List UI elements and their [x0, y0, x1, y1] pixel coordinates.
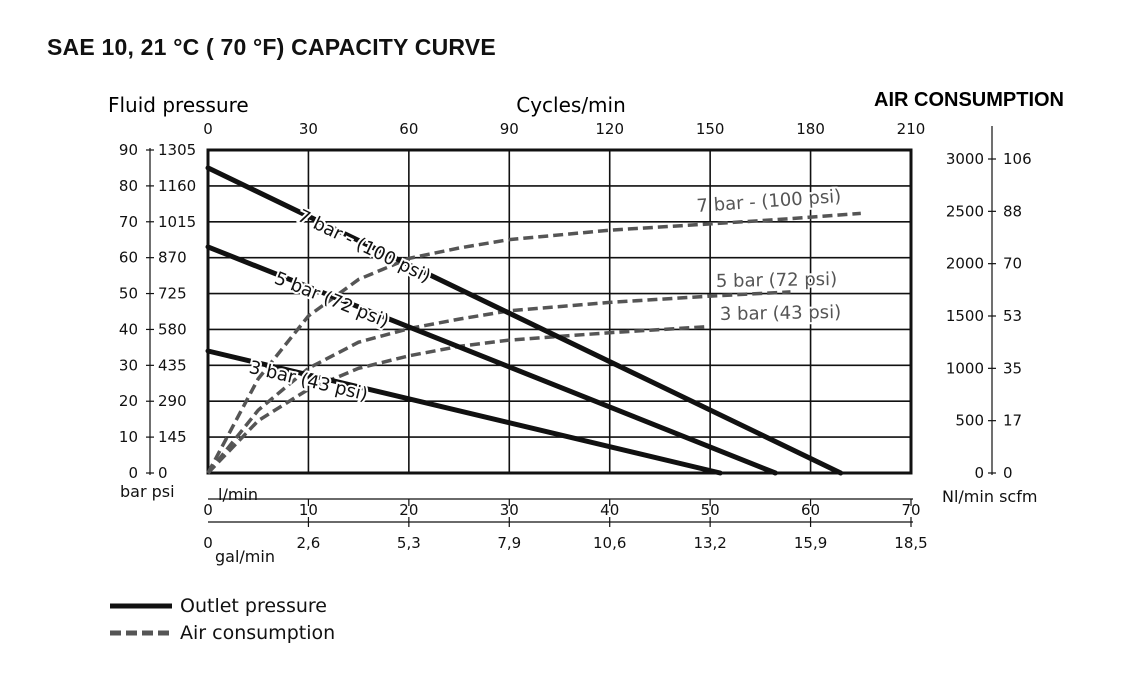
- top-tick-label: 30: [299, 120, 318, 138]
- left-psi-tick-label: 0: [158, 464, 168, 482]
- left-bar-tick-label: 40: [119, 320, 138, 338]
- top-tick-label: 120: [595, 120, 624, 138]
- left-psi-tick-label: 1160: [158, 177, 196, 195]
- outlet-line-7bar: [205, 165, 844, 476]
- outlet-line-5bar-label: 5 bar (72 psi): [271, 268, 391, 332]
- bottom-lmin-tick-label: 50: [701, 501, 720, 519]
- right-nl-tick-label: 3000: [946, 150, 984, 168]
- right-nl-tick-label: 2000: [946, 255, 984, 273]
- left-bar-tick-label: 70: [119, 213, 138, 231]
- legend-swatch-air: [110, 630, 172, 635]
- right-nl-tick-label: 1500: [946, 307, 984, 325]
- bottom-lmin-units: l/min: [218, 485, 258, 504]
- top-tick-label: 150: [696, 120, 725, 138]
- bottom-lmin-tick-label: 70: [901, 501, 920, 519]
- right-nl-tick-label: 1000: [946, 359, 984, 377]
- right-scfm-tick-label: 0: [1003, 464, 1013, 482]
- top-tick-label: 0: [203, 120, 213, 138]
- legend-item-outlet: Outlet pressure: [108, 592, 335, 619]
- left-psi-tick-label: 435: [158, 356, 187, 374]
- left-axis-title: Fluid pressure: [108, 93, 249, 117]
- bottom-gal-tick-label: 18,5: [894, 534, 927, 552]
- air-curve-3bar: [206, 324, 711, 475]
- capacity-chart: Fluid pressure Cycles/min AIR CONSUMPTION 0…: [108, 89, 1064, 566]
- left-psi-tick-label: 1305: [158, 141, 196, 159]
- bottom-gal-tick-label: 10,6: [593, 534, 626, 552]
- bottom-lmin-tick-label: 0: [203, 501, 213, 519]
- air-curve-3bar-label: 3 bar (43 psi): [720, 302, 842, 325]
- bottom-gal-tick-label: 13,2: [693, 534, 726, 552]
- left-bar-tick-label: 30: [119, 356, 138, 374]
- right-axis-title: AIR CONSUMPTION: [874, 89, 1064, 111]
- left-bar-tick-label: 10: [119, 428, 138, 446]
- legend-label-outlet: Outlet pressure: [180, 594, 327, 617]
- legend-swatch-outlet: [110, 603, 172, 608]
- right-nl-tick-label: 2500: [946, 202, 984, 220]
- bottom-lmin-tick-label: 60: [801, 501, 820, 519]
- chart-title: SAE 10, 21 °C ( 70 °F) CAPACITY CURVE: [47, 34, 496, 60]
- right-scfm-tick-label: 70: [1003, 255, 1022, 273]
- top-tick-label: 210: [897, 120, 926, 138]
- bottom-gal-tick-label: 2,6: [296, 534, 320, 552]
- left-axis-units: bar psi: [120, 482, 175, 501]
- right-scfm-tick-label: 106: [1003, 150, 1032, 168]
- bottom-lmin-tick-label: 20: [399, 501, 418, 519]
- left-psi-tick-label: 145: [158, 428, 187, 446]
- right-nl-tick-label: 500: [955, 412, 984, 430]
- air-curve-7bar-label: 7 bar - (100 psi): [696, 186, 842, 217]
- left-bar-tick-label: 80: [119, 177, 138, 195]
- legend-item-air: Air consumption: [108, 619, 335, 646]
- left-bar-tick-label: 0: [128, 464, 138, 482]
- right-scfm-tick-label: 17: [1003, 412, 1022, 430]
- chart-legend: Outlet pressure Air consumption: [108, 592, 335, 646]
- bottom-lmin-tick-label: 30: [500, 501, 519, 519]
- left-bar-tick-label: 20: [119, 392, 138, 410]
- legend-label-air: Air consumption: [180, 621, 336, 644]
- right-nl-tick-label: 0: [974, 464, 984, 482]
- bottom-gal-tick-label: 15,9: [794, 534, 827, 552]
- plot-frame: [206, 148, 913, 475]
- left-psi-tick-label: 290: [158, 392, 187, 410]
- bottom-gal-units: gal/min: [215, 547, 275, 566]
- top-tick-label: 60: [399, 120, 418, 138]
- right-scfm-tick-label: 53: [1003, 307, 1022, 325]
- left-psi-tick-label: 725: [158, 285, 187, 303]
- air-curve-5bar-label: 5 bar (72 psi): [716, 269, 838, 292]
- left-bar-tick-label: 60: [119, 249, 138, 267]
- outlet-line-3bar: [205, 348, 723, 476]
- bottom-gal-tick-label: 0: [203, 534, 213, 552]
- outlet-line-5bar: [205, 244, 778, 476]
- air-curve-5bar: [206, 290, 791, 475]
- bottom-gal-tick-label: 5,3: [397, 534, 421, 552]
- right-scfm-tick-label: 35: [1003, 359, 1022, 377]
- bottom-lmin-tick-label: 40: [600, 501, 619, 519]
- left-psi-tick-label: 870: [158, 249, 187, 267]
- right-axis-units: Nl/min scfm: [942, 487, 1037, 506]
- top-tick-label: 90: [500, 120, 519, 138]
- bottom-gal-tick-label: 7,9: [497, 534, 521, 552]
- top-tick-label: 180: [796, 120, 825, 138]
- outlet-line-7bar-label: 7 bar - (100 psi): [294, 206, 434, 288]
- left-bar-tick-label: 90: [119, 141, 138, 159]
- left-bar-tick-label: 50: [119, 285, 138, 303]
- top-axis-title: Cycles/min: [516, 93, 626, 117]
- bottom-lmin-tick-label: 10: [299, 501, 318, 519]
- air-curve-7bar: [206, 211, 861, 474]
- right-scfm-tick-label: 88: [1003, 202, 1022, 220]
- left-psi-tick-label: 580: [158, 320, 187, 338]
- left-psi-tick-label: 1015: [158, 213, 196, 231]
